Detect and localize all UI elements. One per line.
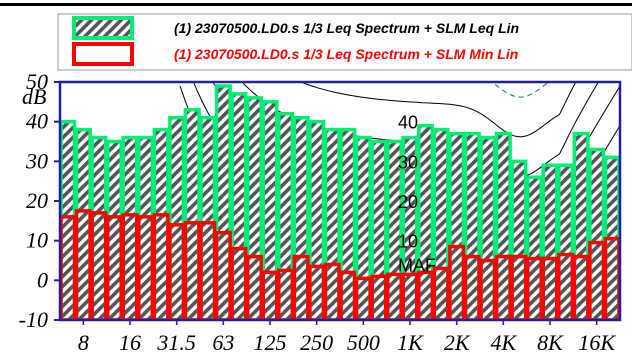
bar-leq [152, 127, 170, 320]
bar-leq [432, 127, 450, 320]
y-tick-label: 20 [26, 188, 48, 213]
x-tick-label: 16 [119, 330, 141, 355]
bar-min [323, 262, 341, 320]
bar-leq [137, 135, 155, 320]
contour-line [299, 82, 577, 138]
legend-frame [57, 13, 632, 71]
bar-min [199, 221, 217, 320]
bar-leq [261, 100, 279, 320]
y-tick-label: 10 [26, 228, 48, 253]
y-axis-label: dB [22, 84, 46, 109]
bar-min [74, 209, 92, 320]
bar-min [308, 264, 326, 320]
bar-leq [230, 92, 248, 320]
bar-leq [479, 135, 497, 320]
bar-min [354, 276, 372, 320]
bar-leq [354, 135, 372, 320]
bar-min [448, 244, 466, 320]
x-tick-label: 63 [212, 330, 234, 355]
bar-leq [90, 135, 108, 320]
legend-swatch-leq [72, 16, 134, 40]
bar-leq [121, 135, 139, 320]
y-tick-label: 30 [25, 148, 48, 173]
contour-label: 30 [398, 152, 418, 172]
bar-min [105, 215, 123, 320]
x-tick-label: 2K [444, 330, 471, 355]
y-tick-label: 50 [26, 69, 48, 94]
bar-min [557, 252, 575, 320]
bar-leq [74, 127, 92, 320]
contour-label: 40 [398, 113, 418, 133]
x-axis: 8 16 31.5 63 125 250 500 1K 2K 4K 8K 16K [78, 320, 616, 355]
x-tick-label: 4K [490, 330, 517, 355]
bar-leq [448, 131, 466, 320]
y-tick-label: 40 [26, 109, 48, 134]
x-tick-label: 31.5 [156, 330, 196, 355]
contour-line [491, 82, 550, 98]
bar-leq [494, 131, 512, 320]
bar-leq [60, 119, 77, 320]
bar-leq [339, 127, 357, 320]
bar-min [230, 246, 248, 320]
bar-leq [557, 163, 575, 320]
bar-leq [572, 131, 590, 320]
legend: (1) 23070500.LD0.s 1/3 Leq Spectrum + SL… [57, 13, 632, 71]
bar-leq [199, 115, 217, 320]
y-tick-label: -10 [19, 307, 48, 332]
bar-leq [214, 84, 232, 320]
bar-min [214, 230, 232, 320]
x-tick-label: 16K [578, 330, 616, 355]
x-tick-label: 8 [78, 330, 89, 355]
bar-leq [370, 139, 388, 320]
bar-leq [510, 159, 528, 320]
bar-leq [323, 127, 341, 320]
bar-leq [417, 123, 435, 320]
contour-labels: 40 30 20 10 MAF [398, 113, 436, 276]
bar-leq [183, 108, 201, 320]
contour-label: MAF [398, 255, 436, 275]
bar-leq [308, 119, 326, 320]
bar-min [121, 213, 139, 320]
y-axis: -10 0 10 20 30 40 50 [19, 69, 60, 332]
x-tick-label: 8K [537, 330, 564, 355]
x-tick-label: 500 [347, 330, 380, 355]
contour-label: 20 [398, 192, 418, 212]
legend-swatch-min [72, 42, 134, 66]
x-tick-label: 1K [397, 330, 424, 355]
contour-label: 10 [398, 232, 418, 252]
bar-min [152, 213, 170, 320]
bar-leq [105, 139, 123, 320]
bar-leq [245, 96, 263, 320]
legend-label-leq: (1) 23070500.LD0.s 1/3 Leq Spectrum + SL… [174, 20, 519, 36]
x-tick-label: 250 [300, 330, 333, 355]
bar-leq [541, 163, 559, 320]
bar-leq [168, 115, 186, 320]
bar-leq [277, 111, 295, 320]
bar-min [183, 221, 201, 320]
y-tick-label: 0 [37, 267, 48, 292]
bar-min [479, 258, 497, 320]
bar-min [168, 223, 186, 320]
bar-leq [463, 131, 481, 320]
bar-min [370, 274, 388, 320]
bar-leq [588, 147, 606, 320]
bar-leq [292, 115, 310, 320]
bar-leq [525, 175, 543, 320]
bar-min [137, 215, 155, 320]
legend-label-min: (1) 23070500.LD0.s 1/3 Leq Spectrum + SL… [174, 46, 518, 62]
x-tick-label: 125 [254, 330, 287, 355]
